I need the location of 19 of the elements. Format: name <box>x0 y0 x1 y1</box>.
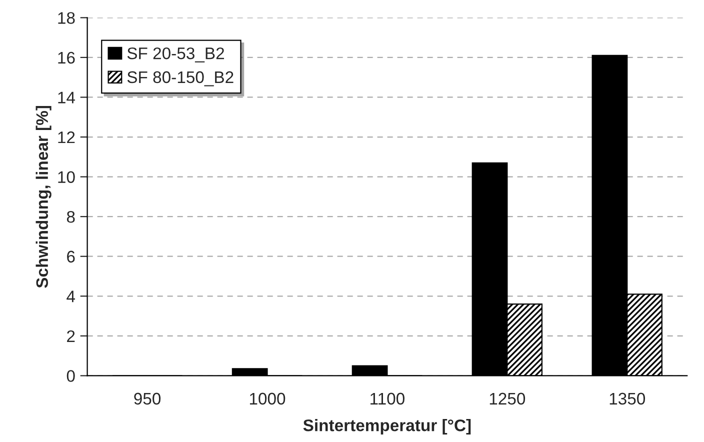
y-tick-label: 10 <box>58 171 75 184</box>
y-tick-label: 2 <box>67 330 75 342</box>
x-tick-label: 1250 <box>490 392 526 405</box>
y-tick-label: 12 <box>58 131 75 144</box>
y-tick-label: 18 <box>58 12 75 24</box>
x-tick-label: 1000 <box>250 392 286 405</box>
y-tick-label: 4 <box>66 290 76 302</box>
y-tick-label: 16 <box>58 52 75 64</box>
x-tick-label: 1350 <box>610 392 646 405</box>
legend-label: SF 80-150_B2 <box>127 71 234 86</box>
legend-label: SF 20-53_B2 <box>127 47 224 62</box>
y-tick-label: 0 <box>66 370 75 382</box>
x-tick-label: 1100 <box>370 392 404 405</box>
y-tick-label: 8 <box>66 210 75 223</box>
x-axis-title: Sintertemperatur [°C] <box>303 419 471 435</box>
y-tick-label: 6 <box>67 250 75 263</box>
y-axis-title: Schwindung, linear [%] <box>36 106 52 288</box>
x-tick-label: 950 <box>134 392 161 405</box>
y-tick-label: 14 <box>58 92 76 104</box>
